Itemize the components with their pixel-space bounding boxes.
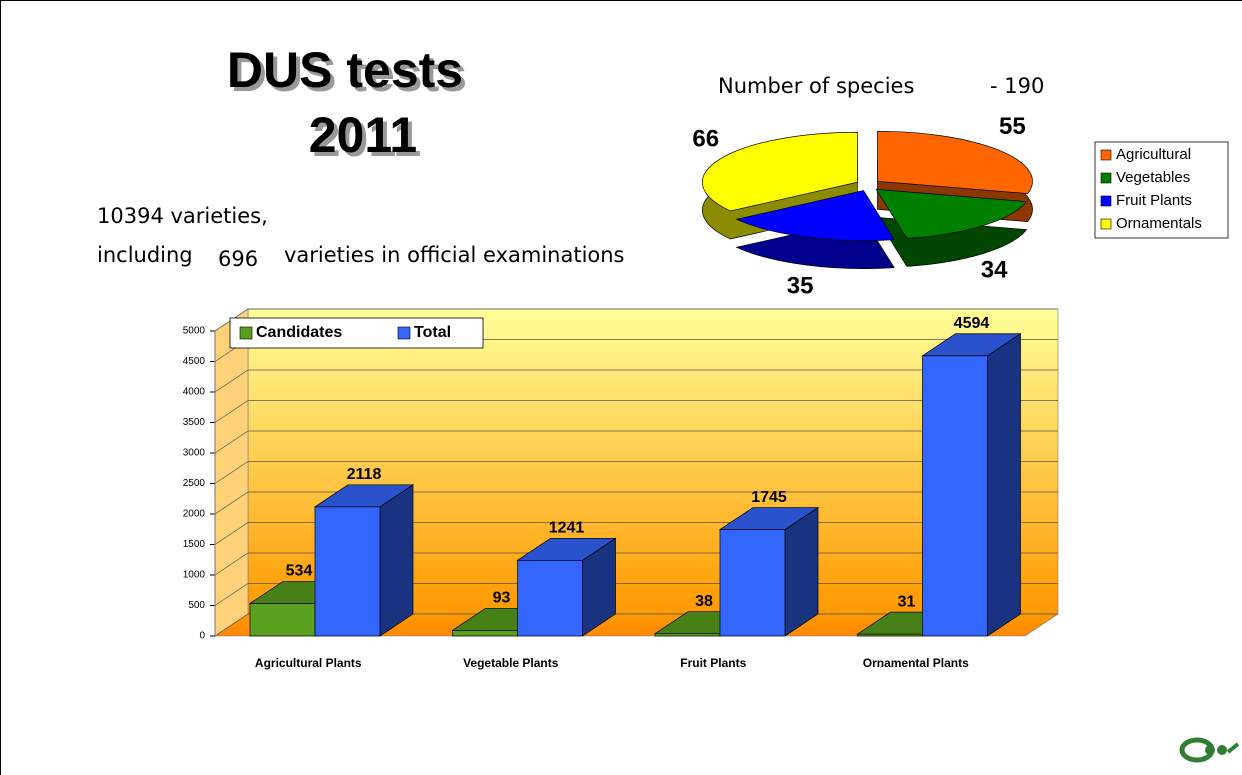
grid-line [214,461,1058,484]
x-tick-label: Vegetable Plants [463,656,559,670]
species-total: - 190 [990,74,1044,98]
x-tick-label: Agricultural Plants [255,656,362,670]
legend-swatch [1100,218,1112,230]
legend-label: Total [414,324,451,341]
x-tick-label: Fruit Plants [680,656,746,670]
species-label: Number of species [718,74,914,98]
legend-swatch [239,326,253,340]
bar [452,629,518,637]
bar [249,603,316,637]
logo [1179,737,1240,763]
y-tick-label: 500 [188,600,205,611]
varieties: 10394 varieties, [97,204,268,228]
official-text: varieties in official examinations [284,243,625,267]
data-label: 93 [493,590,511,607]
y-tick-label: 0 [199,631,205,642]
legend-box [1094,141,1229,239]
pie-slice [735,190,895,241]
bar-top [718,507,820,530]
official-count: 696 [218,247,258,271]
y-tick-label: 1500 [183,539,206,550]
data-label: 31 [898,593,916,610]
legend-label: Candidates [256,324,342,341]
grid-line [214,430,1058,454]
bar-top [516,537,617,561]
title: DUS tests DUS tests 2011 2011 [227,42,467,167]
legend-label: Vegetables [1116,169,1190,186]
pie-label: 34 [981,256,1008,283]
legend-label: Fruit Plants [1116,192,1192,209]
y-tick-label: 4500 [183,356,206,367]
y-tick-label: 5000 [183,326,206,337]
title-line: 2011 [309,107,417,163]
data-label: 534 [286,563,313,580]
data-label: 4594 [954,315,990,332]
y-tick-label: 2000 [183,509,206,520]
data-label: 2118 [347,466,382,483]
title-shadow: DUS tests [231,46,467,102]
y-tick-label: 3000 [183,448,206,459]
legend-swatch [1100,195,1112,207]
data-label: 38 [695,593,713,610]
pie-slice [877,130,1033,194]
bar-side [379,484,414,637]
pie-slice [875,188,1028,239]
pie-label: 55 [999,113,1026,140]
grid-line [214,369,1058,393]
bar [719,529,786,637]
grid-line [214,491,1058,515]
bar [314,506,381,637]
title-line: DUS tests [227,42,463,98]
legend-label: Ornamentals [1116,215,1202,232]
y-tick-label: 2500 [183,478,206,489]
y-tick-label: 3500 [183,417,206,428]
including: including [97,243,193,267]
y-tick-label: 4000 [183,387,206,398]
bar-side [987,333,1021,637]
y-tick-label: 1000 [183,570,206,581]
x-tick-label: Ornamental Plants [863,656,969,670]
data-label: 1241 [549,520,585,537]
bar [922,355,988,637]
legend-swatch [1100,149,1112,161]
legend-label: Agricultural [1116,146,1191,163]
pie-label: 35 [787,273,814,300]
grid-line [214,308,1058,332]
title-shadow: 2011 [313,111,421,167]
bar [517,559,583,637]
pie-slice [702,131,858,212]
bar-top [921,333,1022,357]
legend-box [229,317,484,349]
legend-swatch [1100,172,1112,184]
data-label: 1745 [751,489,787,506]
grid-line [214,400,1058,423]
bar-top [313,484,415,508]
pie-label: 66 [692,125,719,152]
legend-swatch [397,326,411,340]
bar-side [784,506,819,637]
